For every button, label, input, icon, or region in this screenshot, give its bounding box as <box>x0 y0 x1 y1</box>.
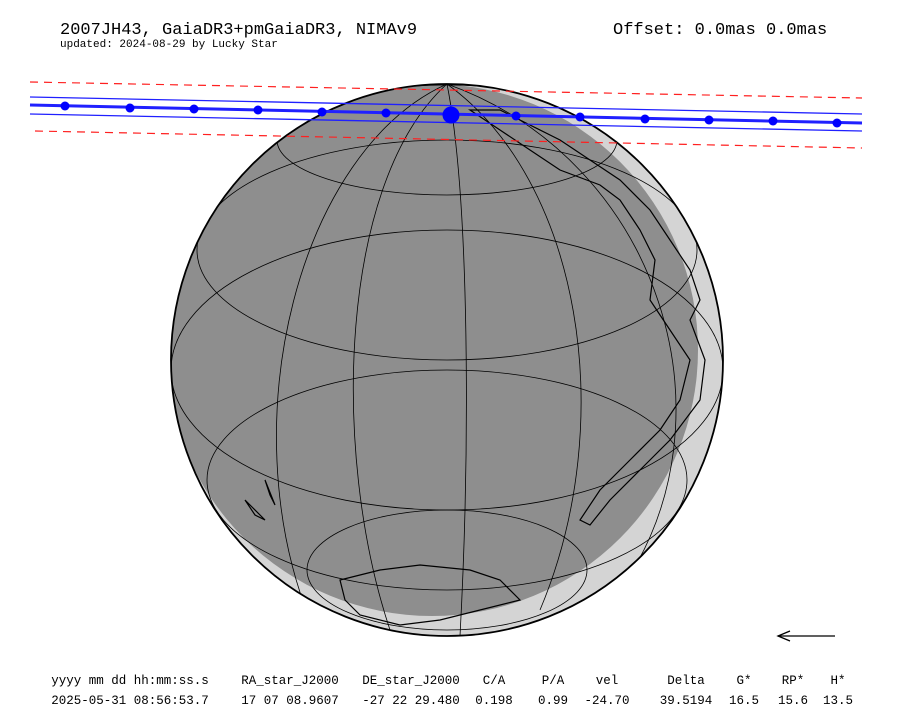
globe <box>170 83 724 637</box>
table-cell: -27 22 29.480 <box>362 694 460 708</box>
column-header: yyyy mm dd hh:mm:ss.s <box>51 674 209 688</box>
table-cell: 0.198 <box>475 694 513 708</box>
table-cell: 15.6 <box>778 694 808 708</box>
data-table: yyyy mm dd hh:mm:ss.s RA_star_J2000 DE_sta… <box>51 674 853 708</box>
offset: Offset: 0.0mas 0.0mas <box>613 21 827 40</box>
limit-dashed <box>29 81 863 99</box>
column-header: G* <box>736 674 751 688</box>
column-header: Delta <box>667 674 705 688</box>
updated: updated: 2024-08-29 by Lucky Star <box>60 39 278 51</box>
column-header: RA_star_J2000 <box>241 674 339 688</box>
body-limit <box>29 96 863 115</box>
table-cell: 0.99 <box>538 694 568 708</box>
shadow-path <box>29 81 863 149</box>
coastlines <box>244 109 706 626</box>
body-limit <box>29 113 863 132</box>
time-marks <box>60 101 842 128</box>
table-cell: -24.70 <box>584 694 629 708</box>
table-cell: 2025-05-31 08:56:53.7 <box>51 694 209 708</box>
column-header: vel <box>596 674 619 688</box>
table-cell: 13.5 <box>823 694 853 708</box>
column-header: H* <box>830 674 845 688</box>
limit-dashed <box>34 130 863 149</box>
column-header: RP* <box>782 674 805 688</box>
title: 2007JH43, GaiaDR3+pmGaiaDR3, NIMAv9 <box>60 21 417 40</box>
table-cell: 39.5194 <box>660 694 713 708</box>
table-cell: 17 07 08.9607 <box>241 694 339 708</box>
column-header: P/A <box>542 674 565 688</box>
column-header: C/A <box>483 674 506 688</box>
column-header: DE_star_J2000 <box>362 674 460 688</box>
night-region <box>171 84 698 616</box>
table-cell: 16.5 <box>729 694 759 708</box>
direction-arrow <box>776 630 835 642</box>
